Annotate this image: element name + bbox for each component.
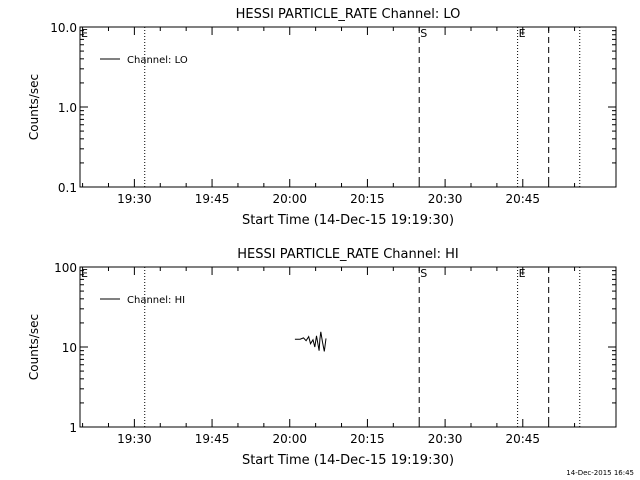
panel-2-x-axis-label: Start Time (14-Dec-15 19:19:30) <box>242 453 454 468</box>
panel-1-y-tick-label: 10.0 <box>50 21 77 35</box>
panel-1-plot-frame <box>79 26 617 188</box>
panel-1-y-tick-label: 1.0 <box>58 101 77 115</box>
panel-2-series-line <box>294 331 327 352</box>
panel-1-x-tick-label: 20:45 <box>505 192 540 206</box>
panel-2-y-tick-label: 10 <box>62 341 77 355</box>
panel-2-marker-label: E <box>81 267 88 280</box>
panel-1-y-axis-label: Counts/sec <box>27 74 41 140</box>
panel-1-marker-label: S <box>420 27 427 40</box>
panel-2-chart-title: HESSI PARTICLE_RATE Channel: HI <box>237 247 458 262</box>
panel-2-marker-label: S <box>420 267 427 280</box>
panel-1-legend-label: Channel: LO <box>127 55 188 66</box>
panel-1-x-tick-label: 20:30 <box>428 192 463 206</box>
panel-2-plot-frame <box>79 266 617 428</box>
panel-1-x-tick-label: 19:30 <box>117 192 152 206</box>
panel-1-x-axis-label: Start Time (14-Dec-15 19:19:30) <box>242 213 454 228</box>
panel-2-x-tick-label: 19:30 <box>117 432 152 446</box>
panel-2-x-tick-label: 20:45 <box>505 432 540 446</box>
plot-timestamp: 14-Dec-2015 16:45 <box>566 469 634 477</box>
panel-2-x-tick-label: 20:15 <box>350 432 385 446</box>
panel-2-x-tick-label: 20:00 <box>272 432 307 446</box>
panel-1-marker-label: E <box>519 27 526 40</box>
panel-2-y-tick-label: 100 <box>54 261 77 275</box>
panel-2-y-tick-label: 1 <box>69 421 77 435</box>
panel-2-legend-label: Channel: HI <box>127 295 185 306</box>
panel-1-x-tick-label: 19:45 <box>195 192 230 206</box>
panel-2-marker-label: E <box>519 267 526 280</box>
panel-1-marker-label: E <box>81 27 88 40</box>
panel-1-y-tick-label: 0.1 <box>58 181 77 195</box>
panel-1-chart-title: HESSI PARTICLE_RATE Channel: LO <box>236 7 461 22</box>
panel-2-x-tick-label: 19:45 <box>195 432 230 446</box>
panel-2-y-axis-label: Counts/sec <box>27 314 41 380</box>
panel-1-x-tick-label: 20:15 <box>350 192 385 206</box>
panel-2-x-tick-label: 20:30 <box>428 432 463 446</box>
panel-1-x-tick-label: 20:00 <box>272 192 307 206</box>
